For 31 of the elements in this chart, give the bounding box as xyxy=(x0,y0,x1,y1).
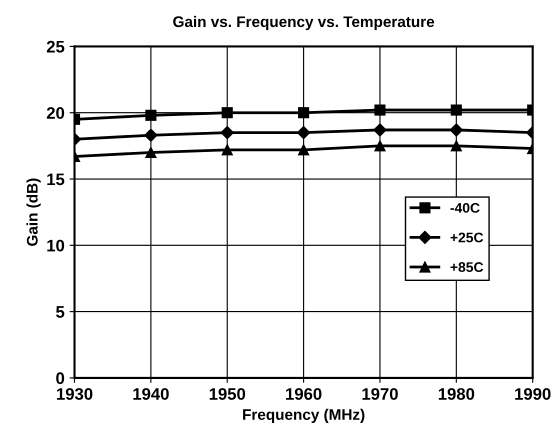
y-axis-title: Gain (dB) xyxy=(26,178,41,246)
x-tick-label: 1980 xyxy=(438,388,474,400)
x-tick-label: 1970 xyxy=(362,388,398,400)
x-tick-label: 1960 xyxy=(286,388,322,400)
point xyxy=(220,126,234,140)
x-tick-label: 1950 xyxy=(210,388,246,400)
y-tick-label: 10 xyxy=(47,240,64,252)
y-tick-label: 25 xyxy=(46,40,64,53)
point xyxy=(450,104,462,116)
point xyxy=(374,140,386,152)
point xyxy=(222,107,233,118)
point xyxy=(298,107,310,118)
y-tick-label: 0 xyxy=(56,372,64,384)
legend-label: -40C xyxy=(450,202,480,213)
y-tick-label: 15 xyxy=(47,174,64,186)
point xyxy=(373,123,387,137)
x-tick-label: 1930 xyxy=(57,388,92,400)
chart-title: Gain vs. Frequency vs. Temperature xyxy=(173,16,434,30)
x-axis-title: Frequency (MHz) xyxy=(243,408,364,423)
point xyxy=(374,104,386,116)
point xyxy=(298,144,310,156)
point xyxy=(297,126,310,140)
y-tick-label: 20 xyxy=(46,107,64,119)
x-tick-label: 1940 xyxy=(133,388,169,400)
point xyxy=(450,123,463,137)
x-tick-label: 1990 xyxy=(515,388,551,400)
y-tick-label: 5 xyxy=(56,306,64,318)
legend-label: +25C xyxy=(450,232,484,242)
legend-label: +85C xyxy=(450,262,484,272)
point xyxy=(450,140,462,152)
point xyxy=(222,144,233,156)
